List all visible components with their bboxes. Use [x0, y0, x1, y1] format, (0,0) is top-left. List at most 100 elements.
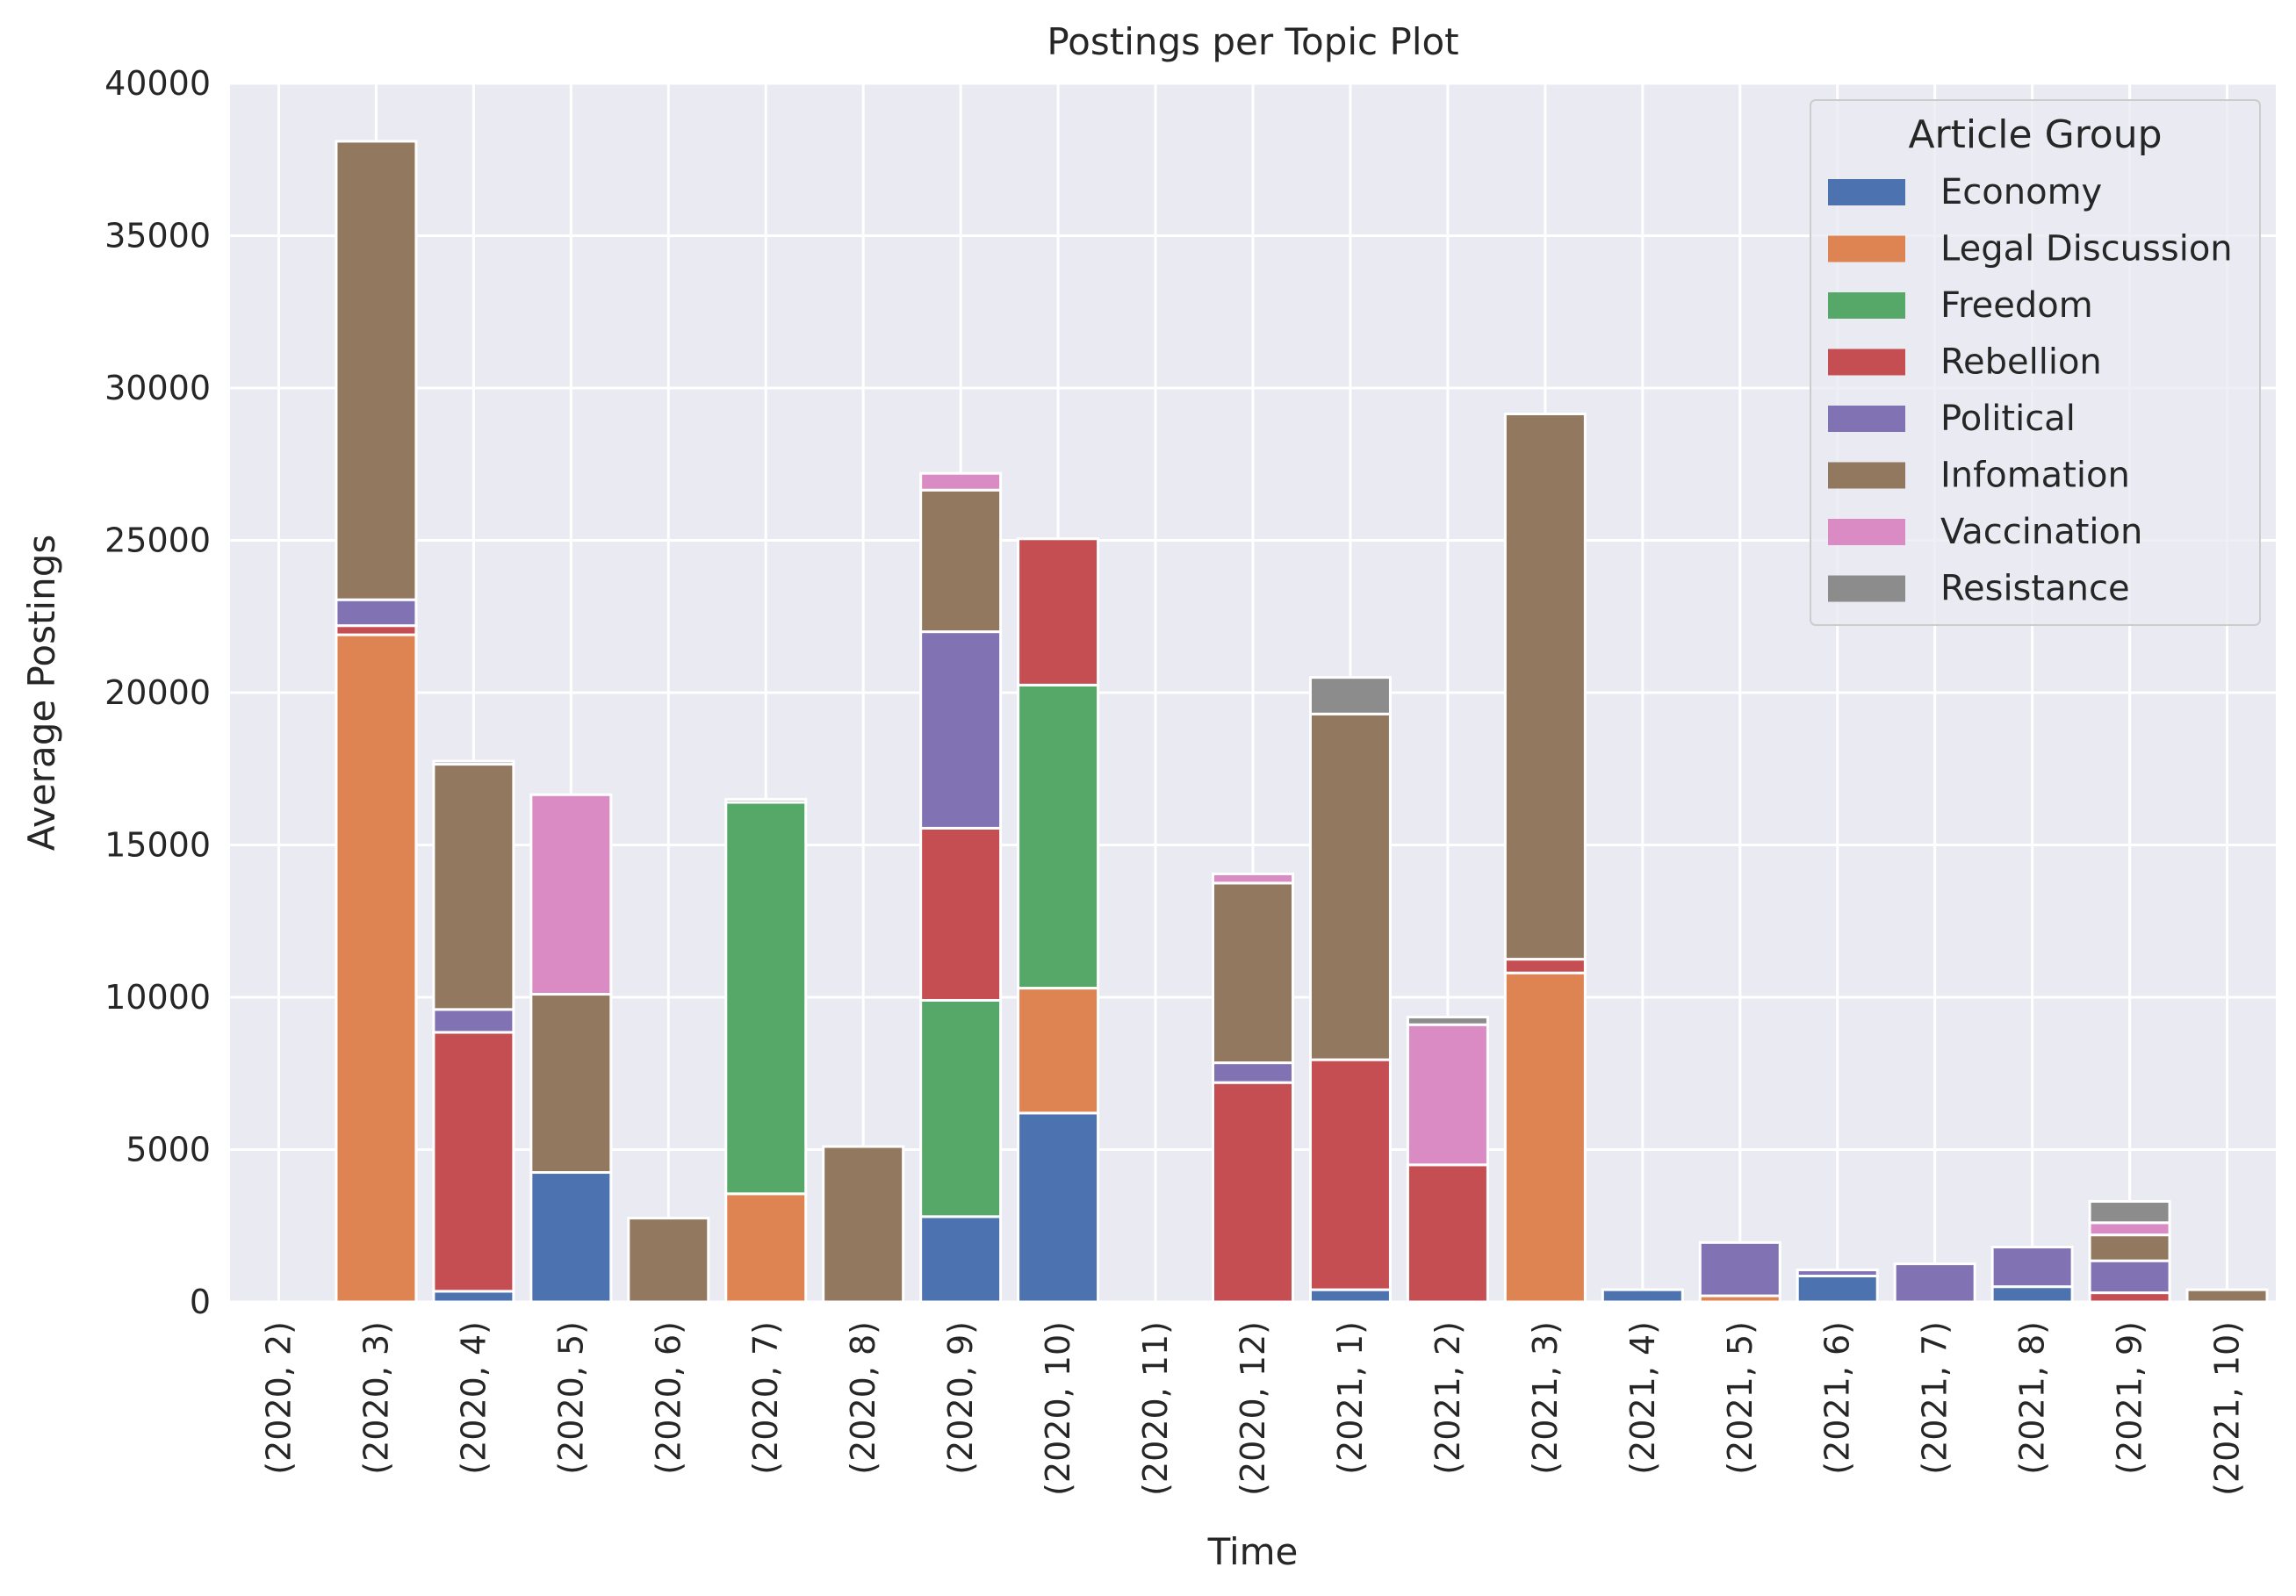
bar-segment — [432, 759, 515, 766]
x-tick-label: (2021, 10) — [2208, 1321, 2247, 1496]
legend-title: Article Group — [1908, 112, 2162, 157]
bar-segment — [1308, 712, 1392, 1061]
bar-segment — [2088, 1233, 2171, 1262]
bar-segment — [432, 1290, 515, 1304]
bar-segment — [1503, 412, 1587, 961]
legend-swatch — [1828, 179, 1905, 205]
bar-segment — [1601, 1288, 1684, 1304]
bar-segment — [1308, 1058, 1392, 1291]
y-tick-label: 25000 — [104, 521, 211, 560]
bar-segment — [1796, 1275, 1879, 1304]
legend-frame — [1810, 99, 2261, 626]
y-tick-label: 40000 — [104, 64, 211, 103]
x-tick-label: (2021, 7) — [1916, 1321, 1954, 1475]
bar-segment — [1212, 872, 1294, 885]
bar-segment — [335, 140, 418, 601]
bar-segment — [2088, 1221, 2171, 1237]
bar-segment — [919, 471, 1003, 492]
bar-segment — [919, 826, 1003, 1002]
bar-segment — [919, 1215, 1003, 1304]
legend-label: Resistance — [1940, 569, 2130, 609]
bar-segment — [822, 1145, 905, 1304]
bar-segment — [1308, 676, 1392, 715]
x-tick-label: (2020, 6) — [649, 1321, 687, 1475]
legend-swatch — [1828, 292, 1905, 319]
x-tick-label: (2020, 11) — [1136, 1321, 1175, 1496]
x-tick-label: (2021, 5) — [1721, 1321, 1760, 1475]
legend-swatch — [1828, 519, 1905, 545]
bar-segment — [1503, 971, 1587, 1304]
y-tick-label: 20000 — [104, 673, 211, 712]
y-tick-label: 35000 — [104, 217, 211, 255]
bar-segment — [1017, 987, 1100, 1115]
bar-segment — [432, 1008, 515, 1034]
bars — [335, 140, 2269, 1304]
bar-segment — [2088, 1291, 2171, 1304]
legend-swatch — [1828, 462, 1905, 489]
bar-segment — [1017, 537, 1100, 687]
legend-label: Rebellion — [1940, 342, 2102, 383]
bar-segment — [1308, 1288, 1392, 1304]
bar-segment — [1698, 1240, 1781, 1298]
bar-segment — [2088, 1199, 2171, 1225]
bar-segment — [1503, 958, 1587, 974]
y-tick-label: 5000 — [126, 1131, 211, 1169]
x-tick-label: (2021, 1) — [1331, 1321, 1370, 1475]
x-axis-title: Time — [1207, 1530, 1299, 1573]
bar-segment — [919, 488, 1003, 634]
legend-label: Freedom — [1940, 285, 2093, 326]
bar-segment — [1406, 1163, 1489, 1304]
bar-segment — [529, 1171, 613, 1304]
bar-segment — [724, 797, 808, 804]
legend-swatch — [1828, 406, 1905, 432]
x-tick-label: (2020, 5) — [551, 1321, 590, 1475]
legend-swatch — [1828, 575, 1905, 602]
bar-segment — [919, 998, 1003, 1219]
bar-segment — [432, 763, 515, 1011]
x-tick-label: (2020, 4) — [454, 1321, 493, 1475]
y-tick-label: 15000 — [104, 826, 211, 865]
bar-segment — [1017, 1111, 1100, 1304]
bar-segment — [432, 1031, 515, 1293]
x-tick-label: (2021, 8) — [2013, 1321, 2052, 1475]
bar-segment — [1406, 1016, 1489, 1026]
x-tick-label: (2021, 4) — [1623, 1321, 1662, 1475]
bar-segment — [724, 801, 808, 1196]
bar-segment — [1212, 1061, 1294, 1084]
x-tick-label: (2020, 8) — [844, 1321, 882, 1475]
bar-segment — [1017, 683, 1100, 990]
y-axis-ticks: 0 5000 10000 15000 20000 25000 30000 35000 40000 — [104, 64, 211, 1321]
legend-label: Political — [1940, 399, 2076, 439]
bar-segment — [1212, 881, 1294, 1065]
bar-segment — [335, 624, 418, 636]
x-tick-label: (2020, 12) — [1234, 1321, 1272, 1496]
bar-segment — [1893, 1262, 1976, 1304]
bar-segment — [1990, 1285, 2074, 1304]
x-tick-label: (2020, 7) — [746, 1321, 785, 1475]
legend-swatch — [1828, 235, 1905, 262]
legend-label: Legal Discussion — [1940, 229, 2233, 270]
y-tick-label: 0 — [190, 1283, 211, 1321]
bar-segment — [627, 1217, 710, 1304]
bar-segment — [335, 598, 418, 628]
bar-segment — [1796, 1269, 1879, 1278]
legend-swatch — [1828, 349, 1905, 376]
x-tick-label: (2021, 3) — [1526, 1321, 1565, 1475]
bar-segment — [529, 993, 613, 1175]
x-tick-label: (2021, 6) — [1818, 1321, 1857, 1475]
x-tick-label: (2020, 3) — [356, 1321, 395, 1475]
y-axis-title: Average Postings — [20, 535, 63, 852]
x-tick-label: (2020, 10) — [1039, 1321, 1077, 1496]
bar-segment — [2088, 1259, 2171, 1295]
bar-segment — [1990, 1246, 2074, 1289]
legend: Article Group Economy Legal Discussion Fre… — [1810, 99, 2261, 626]
bar-segment — [1406, 1023, 1489, 1167]
x-tick-label: (2020, 9) — [941, 1321, 980, 1475]
y-tick-label: 10000 — [104, 978, 211, 1017]
bar-segment — [2185, 1288, 2269, 1304]
bar-segment — [335, 633, 418, 1304]
y-tick-label: 30000 — [104, 369, 211, 407]
chart-title: Postings per Topic Plot — [1047, 20, 1458, 63]
legend-label: Economy — [1940, 172, 2102, 212]
